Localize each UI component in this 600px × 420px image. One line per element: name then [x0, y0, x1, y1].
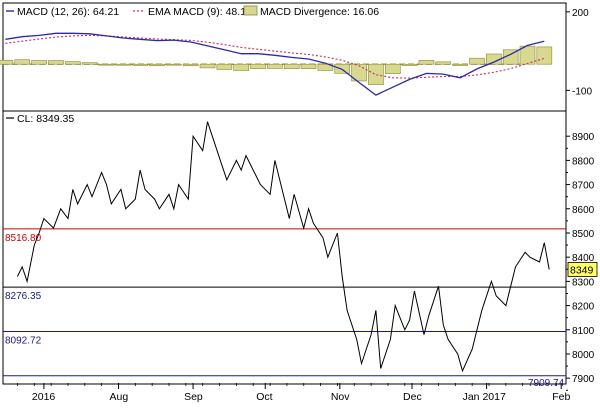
macd-divergence-bar [14, 59, 31, 65]
price-y-tick-label: 8400 [572, 253, 595, 264]
price-y-tick-label: 7900 [572, 374, 595, 385]
x-tick-label: Feb [552, 391, 570, 403]
price-plot-area [2, 110, 567, 385]
macd-divergence-bar [0, 59, 14, 65]
macd-divergence-bar [132, 63, 148, 66]
ema-legend-label: EMA MACD (9): 48.15 [148, 6, 252, 18]
macd-divergence-bar [452, 63, 468, 66]
macd-divergence-bar [384, 63, 401, 74]
x-axis: 2016 Aug Sep Oct Nov Dec Jan 2017 Feb [17, 383, 570, 403]
macd-divergence-bar [435, 61, 452, 65]
price-levels: 8516.80 8276.35 8092.72 7909.74 [3, 228, 566, 389]
macd-divergence-bar [401, 63, 418, 66]
macd-divergence-bar [115, 63, 132, 66]
last-value-box [567, 262, 598, 277]
macd-divergence-bar [48, 60, 64, 65]
macd-divergence-bar [216, 63, 233, 70]
price-y-tick-label: 8000 [572, 350, 595, 361]
x-tick-label: Nov [331, 391, 350, 403]
macd-y-tick-label: -100 [572, 86, 592, 97]
macd-divergence-bar [233, 63, 249, 71]
price-level-label: 8276.35 [5, 291, 42, 302]
macd-lines [5, 32, 545, 96]
price-line [16, 121, 550, 373]
macd-divergence-bar [250, 63, 266, 69]
macd-panel: MACD (12, 26): 64.21 EMA MACD (9): 48.15 M… [0, 2, 592, 112]
price-y-tick-label: 8800 [572, 156, 595, 167]
macd-divergence-bar [536, 46, 553, 65]
macd-legend: MACD (12, 26): 64.21 EMA MACD (9): 48.15 M… [4, 4, 379, 18]
price-y-tick-label: 8100 [572, 326, 595, 337]
divergence-legend-swatch [243, 5, 258, 16]
macd-divergence-bar [166, 63, 182, 66]
macd-divergence-bar [519, 45, 536, 65]
macd-divergence-bar [317, 63, 334, 71]
close-price-line [16, 121, 550, 373]
x-tick-label: Jan 2017 [463, 391, 506, 403]
macd-divergence-bar [64, 61, 81, 65]
price-y-tick-label: 8300 [572, 277, 595, 288]
macd-line [5, 32, 545, 96]
price-level-label: 7909.74 [528, 378, 565, 389]
close-legend-label: CL: 8349.35 [17, 113, 74, 125]
macd-divergence-bar [199, 63, 216, 69]
price-y-tick-label: 8600 [572, 205, 595, 216]
price-y-tick-label: 8500 [572, 229, 595, 240]
x-tick-label: Sep [184, 391, 203, 403]
price-panel: 8516.80 8276.35 8092.72 7909.74 CL: 8349.35… [2, 110, 598, 403]
price-y-tick-label: 8200 [572, 302, 595, 313]
macd-legend-label: MACD (12, 26): 64.21 [17, 6, 119, 18]
price-level-label: 8092.72 [5, 336, 42, 347]
price-level-label: 8516.80 [5, 233, 42, 244]
last-value-marker: 8349 [567, 262, 598, 277]
macd-divergence-bar [31, 60, 47, 65]
macd-divergence-bar [469, 57, 485, 65]
macd-y-axis: 200 -100 [566, 8, 592, 97]
price-legend: CL: 8349.35 [6, 113, 74, 125]
macd-divergence-bar [267, 63, 283, 69]
macd-divergence-bar [418, 59, 435, 65]
x-tick-label: Oct [256, 391, 272, 403]
macd-divergence-bar [182, 63, 199, 67]
x-tick-label: 2016 [32, 391, 56, 403]
price-y-tick-label: 8900 [572, 132, 595, 143]
x-tick-label: Aug [109, 391, 128, 403]
macd-divergence-bar [502, 49, 519, 65]
x-tick-label: Dec [403, 391, 422, 403]
macd-y-tick-label: 200 [572, 8, 589, 19]
macd-divergence-bar [368, 63, 384, 85]
macd-legend-background [4, 4, 344, 17]
price-y-tick-label: 8700 [572, 181, 595, 192]
divergence-legend-label: MACD Divergence: 16.06 [260, 6, 379, 18]
macd-divergence-bar [98, 63, 115, 66]
macd-divergence-bar [81, 62, 98, 65]
price-y-axis: 8900 8800 8700 8600 8500 8400 8300 8200 8100 8000… [566, 132, 595, 391]
last-value-label: 8349 [570, 264, 594, 276]
macd-divergence-bar [283, 63, 300, 69]
macd-divergence-bar [300, 63, 317, 69]
macd-divergence-bar [149, 63, 165, 67]
